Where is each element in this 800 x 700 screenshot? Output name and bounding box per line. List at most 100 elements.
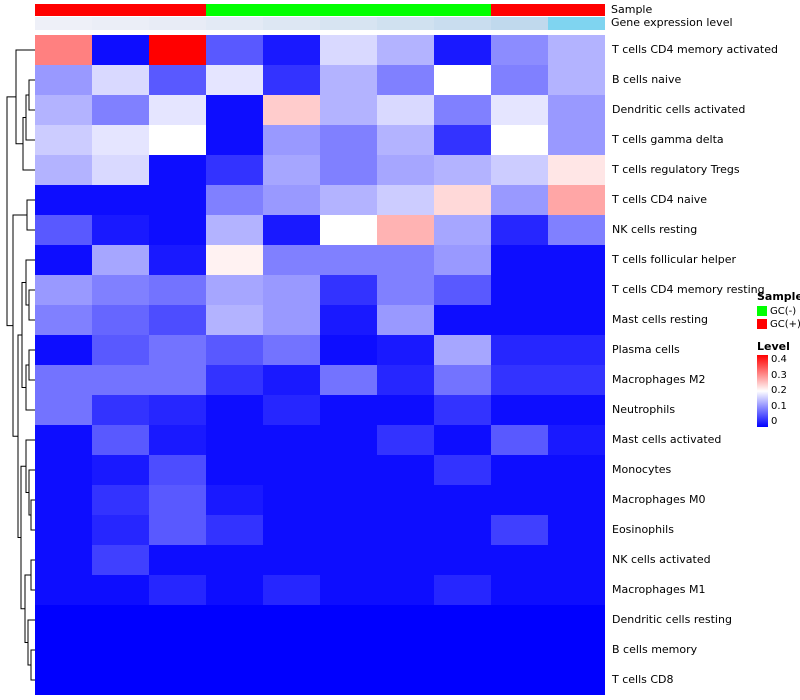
heatmap-cell [434, 155, 491, 185]
heatmap-cell [92, 545, 149, 575]
heatmap-cell [206, 125, 263, 155]
heatmap-cell [434, 125, 491, 155]
row-label: T cells CD4 memory resting [612, 283, 765, 296]
heatmap-cell [434, 335, 491, 365]
row-label: T cells CD4 naive [612, 193, 708, 206]
heatmap-cell [149, 185, 206, 215]
heatmap-grid [35, 35, 605, 695]
heatmap-cell [92, 515, 149, 545]
legend: Sample GC(-) GC(+) Level 0.4 0.3 0.2 0.1 0 [757, 290, 800, 427]
heatmap-cell [377, 215, 434, 245]
heatmap-cell [377, 245, 434, 275]
heatmap-cell [491, 275, 548, 305]
gene-expression-annotation-cell [377, 17, 434, 30]
heatmap-cell [35, 365, 92, 395]
heatmap-cell [491, 305, 548, 335]
sample-annotation-cell [35, 4, 92, 16]
heatmap-cell [35, 545, 92, 575]
level-tick: 0.3 [771, 369, 787, 381]
heatmap-cell [377, 275, 434, 305]
heatmap-cell [92, 65, 149, 95]
heatmap-cell [92, 635, 149, 665]
gene-expression-annotation-cell [434, 17, 491, 30]
heatmap-cell [434, 35, 491, 65]
sample-annotation-label: Sample [611, 3, 653, 16]
heatmap-cell [377, 575, 434, 605]
gene-expression-annotation-bar [35, 17, 605, 30]
heatmap-cell [377, 35, 434, 65]
heatmap-cell [92, 365, 149, 395]
heatmap-cell [35, 575, 92, 605]
heatmap-cell [149, 215, 206, 245]
heatmap-cell [149, 335, 206, 365]
heatmap-cell [320, 305, 377, 335]
heatmap-cell [491, 65, 548, 95]
heatmap-cell [92, 305, 149, 335]
heatmap-cell [149, 425, 206, 455]
heatmap-cell [491, 365, 548, 395]
heatmap-cell [206, 485, 263, 515]
heatmap-cell [35, 305, 92, 335]
heatmap-cell [206, 665, 263, 695]
heatmap-cell [35, 485, 92, 515]
heatmap-cell [320, 635, 377, 665]
row-label: Eosinophils [612, 523, 674, 536]
heatmap-cell [377, 185, 434, 215]
heatmap-cell [206, 95, 263, 125]
heatmap-cell [263, 545, 320, 575]
heatmap-cell [491, 245, 548, 275]
heatmap-cell [320, 125, 377, 155]
heatmap-cell [434, 485, 491, 515]
heatmap-cell [263, 515, 320, 545]
heatmap-cell [320, 575, 377, 605]
heatmap-cell [320, 335, 377, 365]
heatmap-cell [491, 95, 548, 125]
heatmap-cell [434, 515, 491, 545]
heatmap-cell [206, 275, 263, 305]
heatmap-cell [491, 335, 548, 365]
heatmap-cell [320, 515, 377, 545]
sample-annotation-bar [35, 4, 605, 16]
heatmap-cell [206, 185, 263, 215]
gene-expression-annotation-cell [491, 17, 548, 30]
heatmap-cell [377, 455, 434, 485]
heatmap-cell [149, 455, 206, 485]
heatmap-cell [263, 185, 320, 215]
heatmap-cell [263, 455, 320, 485]
row-labels: T cells CD4 memory activated B cells naiv… [612, 35, 778, 695]
heatmap-cell [206, 365, 263, 395]
heatmap-cell [491, 455, 548, 485]
heatmap-cell [35, 215, 92, 245]
sample-annotation-cell [206, 4, 263, 16]
heatmap-cell [206, 305, 263, 335]
heatmap-cell [377, 155, 434, 185]
heatmap-cell [548, 305, 605, 335]
heatmap-cell [320, 485, 377, 515]
heatmap-cell [263, 305, 320, 335]
heatmap-cell [149, 515, 206, 545]
heatmap-cell [491, 485, 548, 515]
heatmap-cell [35, 275, 92, 305]
legend-color-swatch [757, 306, 767, 316]
heatmap-cell [206, 515, 263, 545]
legend-sample-item: GC(+) [757, 318, 800, 330]
heatmap-cell [434, 635, 491, 665]
heatmap-cell [206, 575, 263, 605]
level-tick: 0 [771, 416, 778, 427]
heatmap-cell [35, 125, 92, 155]
heatmap-cell [35, 155, 92, 185]
heatmap-cell [92, 665, 149, 695]
heatmap-cell [491, 125, 548, 155]
row-label: B cells memory [612, 643, 698, 656]
row-label: T cells regulatory Tregs [612, 163, 740, 176]
sample-annotation-cell [320, 4, 377, 16]
heatmap-cell [548, 335, 605, 365]
heatmap-cell [149, 605, 206, 635]
heatmap-cell [263, 335, 320, 365]
level-tick-labels: 0.4 0.3 0.2 0.1 0 [771, 355, 787, 427]
row-label: T cells follicular helper [612, 253, 737, 266]
heatmap-cell [491, 665, 548, 695]
row-label: T cells CD8 [612, 673, 674, 686]
heatmap-cell [35, 425, 92, 455]
heatmap-cell [377, 335, 434, 365]
